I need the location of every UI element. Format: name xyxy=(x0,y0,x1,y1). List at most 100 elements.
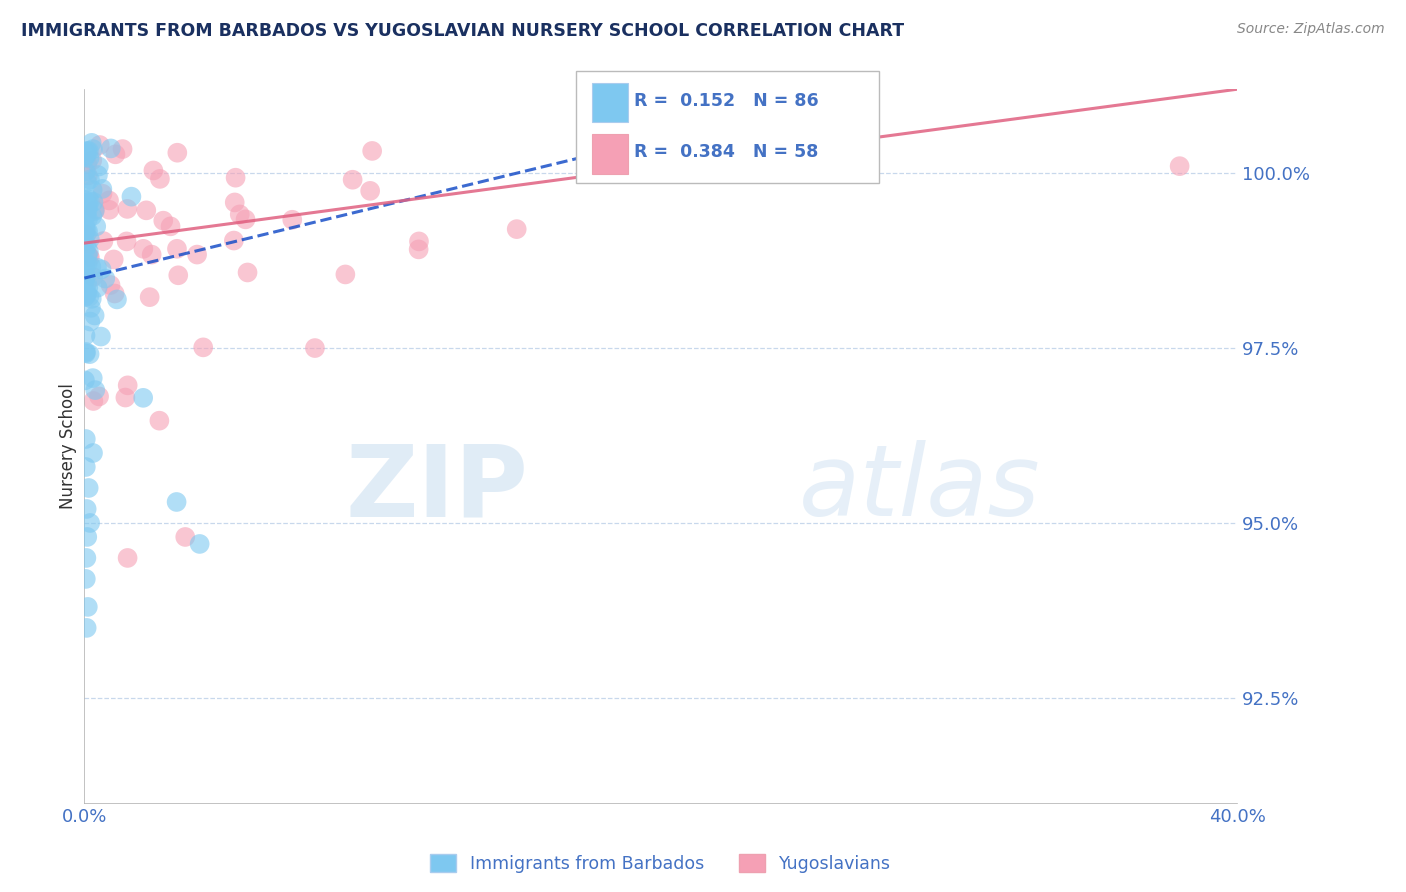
Point xyxy=(75,572,97,586)
Point xyxy=(73,150,96,164)
Point xyxy=(82,394,104,409)
Point xyxy=(152,213,174,227)
Point xyxy=(100,278,122,293)
Point xyxy=(408,235,430,249)
Point xyxy=(77,169,100,183)
Point xyxy=(76,239,98,253)
Point xyxy=(82,371,104,385)
Point xyxy=(141,247,163,261)
Point xyxy=(73,234,96,248)
Point xyxy=(98,194,121,208)
Point xyxy=(225,170,247,185)
Point xyxy=(76,224,98,238)
Point xyxy=(75,208,97,222)
Point xyxy=(167,268,190,283)
Point xyxy=(361,144,384,158)
Point xyxy=(76,621,98,635)
Point xyxy=(342,172,364,186)
Point xyxy=(84,383,107,397)
Point xyxy=(174,530,197,544)
Point xyxy=(73,275,96,289)
Point xyxy=(82,142,104,156)
Text: IMMIGRANTS FROM BARBADOS VS YUGOSLAVIAN NURSERY SCHOOL CORRELATION CHART: IMMIGRANTS FROM BARBADOS VS YUGOSLAVIAN … xyxy=(21,22,904,40)
Point xyxy=(90,329,112,343)
Point xyxy=(117,202,139,216)
Point xyxy=(79,232,101,246)
Point xyxy=(506,222,529,236)
Point xyxy=(79,172,101,186)
Point xyxy=(80,301,103,315)
Point xyxy=(91,186,114,201)
Point xyxy=(117,550,139,565)
Point xyxy=(84,202,107,217)
Point xyxy=(87,389,110,403)
Point xyxy=(75,149,97,163)
Point xyxy=(76,249,98,263)
Point xyxy=(82,209,104,223)
Point xyxy=(83,309,105,323)
Point xyxy=(82,446,104,460)
Legend: Immigrants from Barbados, Yugoslavians: Immigrants from Barbados, Yugoslavians xyxy=(423,847,898,880)
Point xyxy=(304,341,326,355)
Text: atlas: atlas xyxy=(799,441,1040,537)
Point xyxy=(86,280,108,294)
Point xyxy=(166,242,188,256)
Point xyxy=(77,244,100,259)
Point xyxy=(80,136,103,150)
Point xyxy=(115,235,138,249)
Point xyxy=(89,138,111,153)
Point xyxy=(235,212,257,227)
Point xyxy=(148,414,170,428)
Point xyxy=(111,142,134,156)
Point xyxy=(104,147,127,161)
Point xyxy=(75,164,97,178)
Point xyxy=(104,286,127,301)
Point xyxy=(76,247,98,261)
Point xyxy=(222,234,245,248)
Point xyxy=(236,265,259,279)
Point xyxy=(73,373,96,387)
Point xyxy=(281,212,304,227)
Point xyxy=(75,268,97,283)
Point xyxy=(83,204,105,219)
Point xyxy=(188,537,211,551)
Point xyxy=(76,144,98,158)
Point xyxy=(79,314,101,328)
Point xyxy=(100,141,122,155)
Point xyxy=(94,271,117,285)
Point xyxy=(73,220,96,235)
Point xyxy=(77,481,100,495)
Point xyxy=(75,218,97,232)
Point xyxy=(77,280,100,294)
Point xyxy=(76,157,98,171)
Point xyxy=(135,203,157,218)
Point xyxy=(73,224,96,238)
Point xyxy=(82,153,104,168)
Point xyxy=(76,175,98,189)
Point xyxy=(90,262,112,277)
Point xyxy=(91,182,114,196)
Point xyxy=(87,168,110,182)
Point xyxy=(79,516,101,530)
Point xyxy=(93,234,115,248)
Point xyxy=(87,160,110,174)
Point xyxy=(75,460,97,475)
Point xyxy=(75,269,97,284)
Point xyxy=(76,277,98,291)
Point xyxy=(73,290,96,304)
Point xyxy=(75,257,97,271)
Point xyxy=(82,194,104,209)
Point xyxy=(193,340,215,354)
Point xyxy=(80,292,103,306)
Point xyxy=(359,184,381,198)
Point xyxy=(77,144,100,158)
Point xyxy=(77,192,100,206)
Point xyxy=(79,347,101,361)
Point xyxy=(138,290,160,304)
Point xyxy=(142,163,165,178)
Point xyxy=(120,189,142,203)
Point xyxy=(103,252,125,267)
Point xyxy=(224,195,246,210)
Point xyxy=(159,219,181,234)
Point xyxy=(80,260,103,274)
